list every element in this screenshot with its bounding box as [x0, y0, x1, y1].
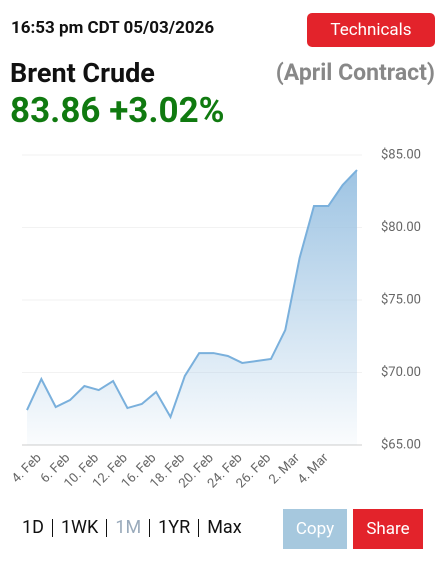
y-tick-label: $65.00: [381, 437, 421, 452]
copy-button[interactable]: Copy: [283, 509, 347, 549]
instrument-name: Brent Crude: [10, 57, 155, 89]
range-option[interactable]: 1D: [22, 517, 44, 538]
price: 83.86: [10, 90, 101, 131]
range-selector: 1D 1WK 1M 1YR Max: [22, 519, 250, 537]
range-option[interactable]: 1M: [106, 519, 149, 537]
technicals-button[interactable]: Technicals: [307, 13, 435, 47]
y-tick-label: $70.00: [381, 365, 421, 380]
range-option[interactable]: 1YR: [149, 519, 198, 537]
y-tick-label: $85.00: [381, 147, 421, 162]
y-tick-label: $80.00: [381, 220, 421, 235]
timestamp: 16:53 pm CDT 05/03/2026: [11, 18, 215, 38]
line: [26, 169, 358, 420]
range-option[interactable]: Max: [198, 519, 249, 537]
change: +3.02%: [109, 90, 225, 131]
x-tick-label: 4. Mar: [295, 450, 332, 487]
range-option[interactable]: 1WK: [51, 519, 106, 537]
share-button[interactable]: Share: [353, 509, 423, 549]
quote: 83.86 +3.02%: [10, 90, 225, 131]
y-tick-label: $75.00: [381, 292, 421, 307]
contract: (April Contract): [275, 59, 435, 86]
x-tick-label: 4. Feb: [9, 451, 45, 487]
x-tick-label: 2. Mar: [266, 450, 303, 487]
area: [27, 170, 357, 445]
